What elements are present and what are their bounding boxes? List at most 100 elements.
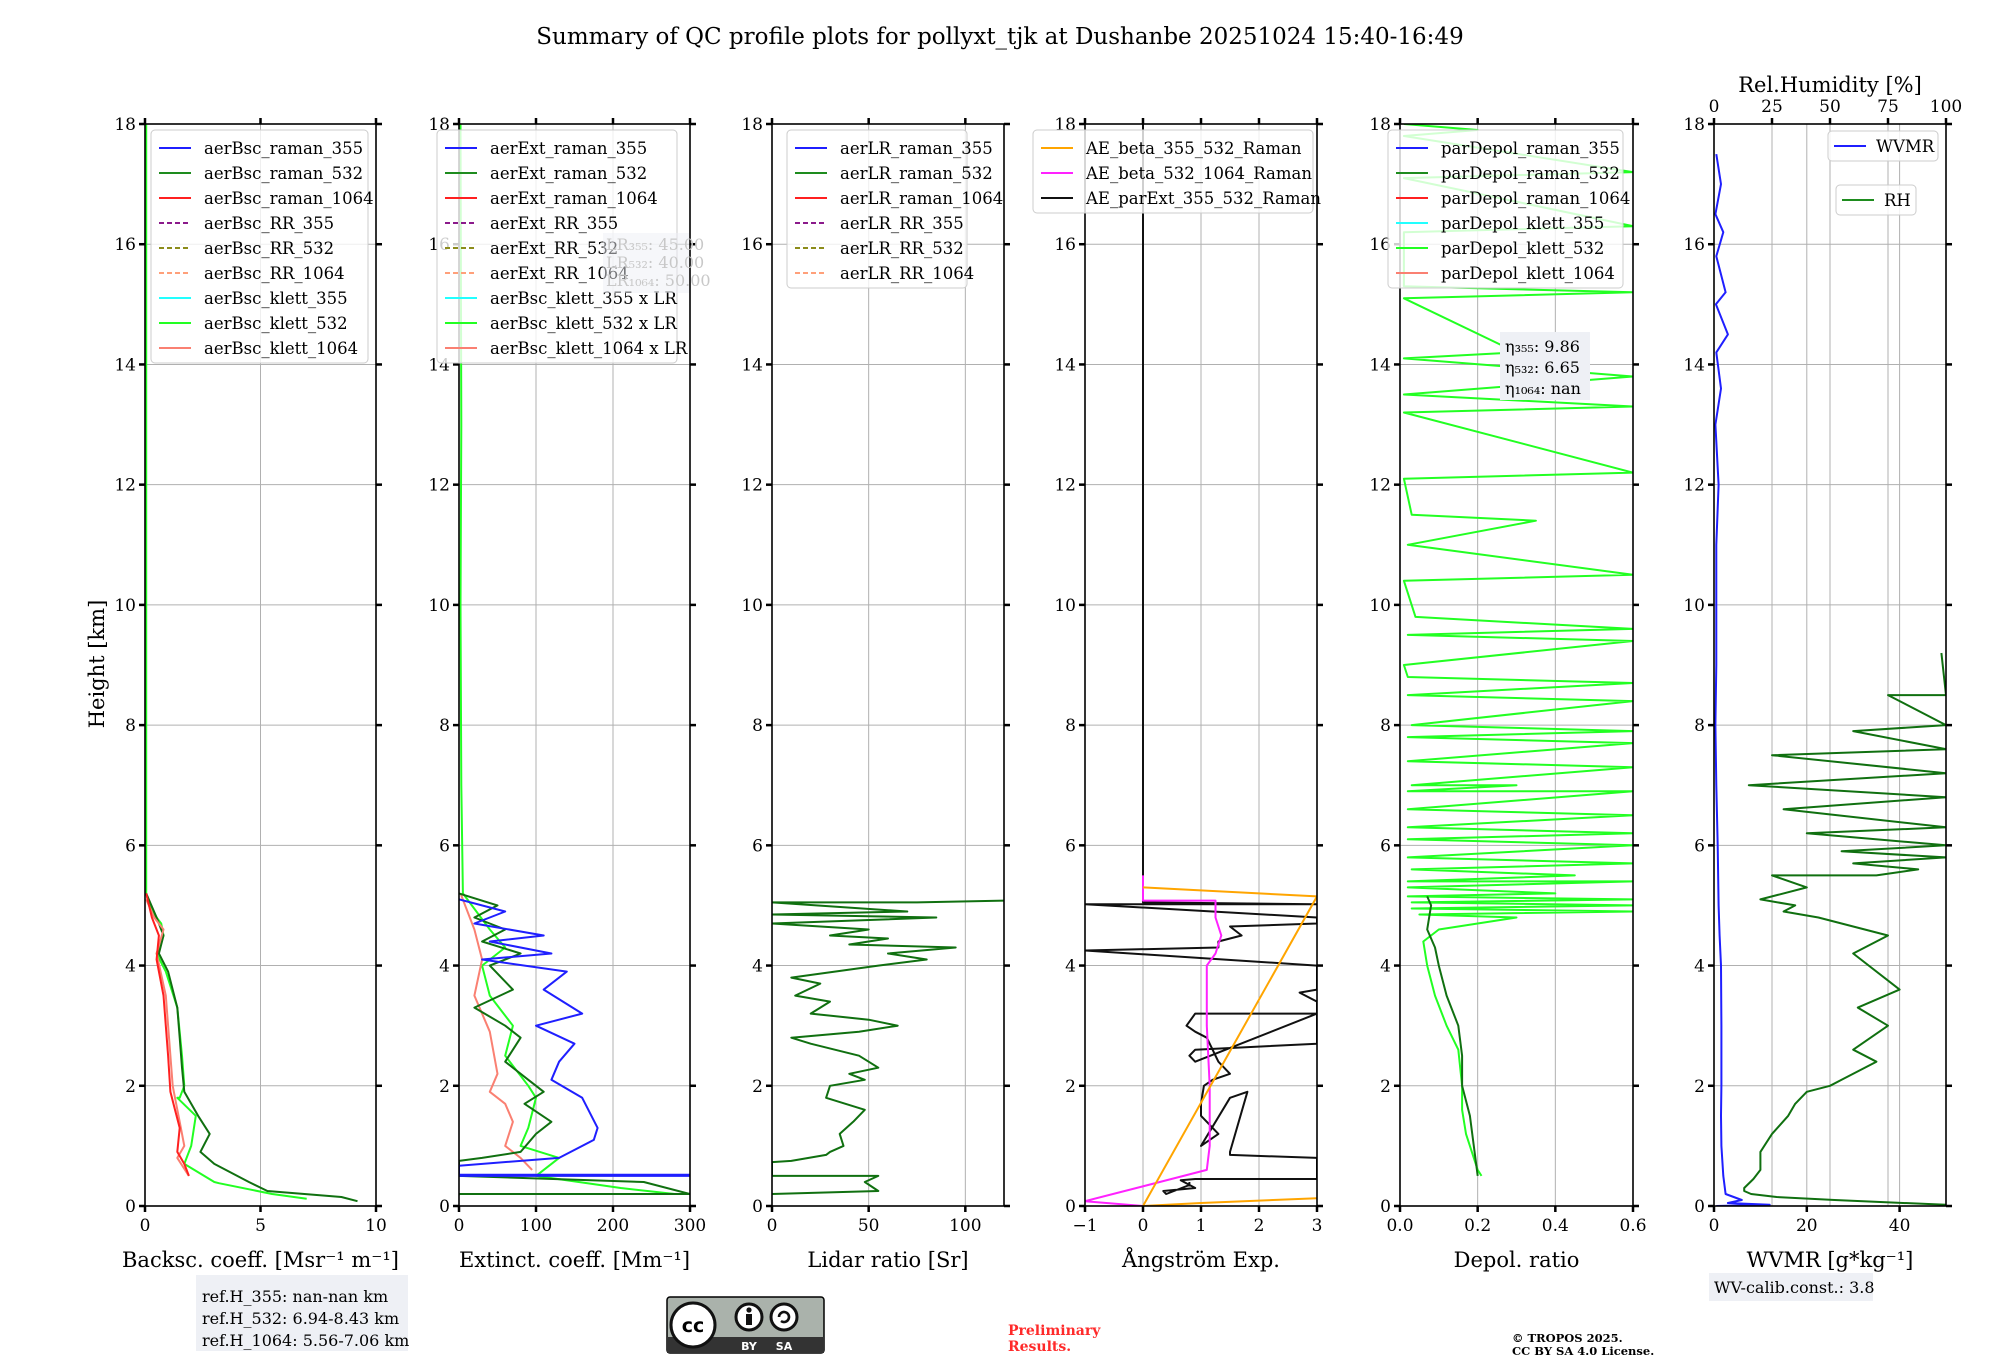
ref-height-355: ref.H_355: nan-nan km — [202, 1287, 388, 1306]
y-tick-label: 6 — [1380, 836, 1391, 856]
x-tick-label: 300 — [674, 1216, 706, 1236]
legend-entry: aerExt_raman_1064 — [490, 189, 658, 208]
x-tick-label: 100 — [520, 1216, 552, 1236]
wv-calib-text: WV-calib.const.: 3.8 — [1714, 1278, 1875, 1297]
x-axis-label: Extinct. coeff. [Mm⁻¹] — [459, 1248, 690, 1272]
y-tick-label: 16 — [1683, 235, 1705, 255]
x-tick-label: 5 — [255, 1216, 266, 1236]
y-tick-label: 8 — [752, 716, 763, 736]
y-tick-label: 10 — [1054, 596, 1076, 616]
legend-entry: aerExt_RR_532 — [490, 239, 618, 258]
legend-box — [150, 129, 369, 364]
y-tick-label: 12 — [114, 476, 136, 496]
y-tick-label: 10 — [428, 596, 450, 616]
y-tick-label: 14 — [1054, 355, 1076, 375]
legend-entry: aerExt_raman_355 — [490, 139, 647, 158]
y-tick-label: 18 — [1683, 115, 1705, 135]
y-tick-label: 8 — [1694, 716, 1705, 736]
legend-entry: aerExt_RR_355 — [490, 214, 618, 233]
y-tick-label: 18 — [114, 115, 136, 135]
panel-depolarization: 0 2 4 6 8 10 12 14 16 18 0.0 0.2 0.4 0.6 Depol. ratio p… — [1369, 115, 1646, 1272]
cc-license-badge: cc BY SA — [666, 1296, 825, 1354]
legend-entry: aerBsc_klett_355 x LR — [490, 289, 677, 308]
y-tick-label: 12 — [1054, 476, 1076, 496]
ref-height-1064: ref.H_1064: 5.56-7.06 km — [202, 1331, 409, 1350]
y-tick-label: 2 — [125, 1077, 136, 1097]
x-tick-label: 20 — [1796, 1216, 1818, 1236]
y-tick-label: 12 — [1369, 476, 1391, 496]
y-tick-label: 12 — [1683, 476, 1705, 496]
x-tick-label: 10 — [365, 1216, 387, 1236]
legend-entry: AE_beta_355_532_Raman — [1085, 139, 1302, 158]
y-tick-label: 0 — [752, 1197, 763, 1217]
series-line-aerext-raman-355 — [459, 898, 690, 1177]
legend-entry: aerBsc_klett_532 x LR — [490, 314, 677, 333]
figure-title: Summary of QC profile plots for pollyxt_… — [536, 24, 1463, 50]
legend-entry: aerBsc_RR_1064 — [204, 264, 345, 283]
y-axis-label: Height [km] — [85, 600, 109, 729]
ref-height-box: ref.H_355: nan-nan km ref.H_532: 6.94-8.… — [196, 1275, 409, 1351]
series-group — [145, 124, 358, 1203]
y-tick-label: 14 — [741, 355, 763, 375]
legend-entry: aerExt_raman_532 — [490, 164, 647, 183]
legend-entry: parDepol_klett_532 — [1441, 239, 1604, 258]
y-tick-label: 4 — [439, 957, 450, 977]
y-tick-label: 12 — [428, 476, 450, 496]
y-tick-label: 4 — [125, 957, 136, 977]
legend-entry: aerBsc_RR_355 — [204, 214, 334, 233]
eta-box-text: η₅₃₂: 6.65 — [1505, 358, 1580, 377]
series-line-pardepol-raman-532 — [1426, 896, 1479, 1177]
y-tick-label: 2 — [1065, 1077, 1076, 1097]
legend: AE_beta_355_532_Raman AE_beta_532_1064_Ra… — [1032, 129, 1321, 214]
legend-entry: WVMR — [1876, 137, 1935, 156]
top-x-tick-label: 50 — [1819, 97, 1841, 117]
y-tick-label: 0 — [1694, 1197, 1705, 1217]
series-line-aerlr-raman-532 — [772, 899, 1004, 1195]
y-tick-label: 16 — [1054, 235, 1076, 255]
series-line-aerbsc-klett-532-x-lr — [459, 124, 675, 1195]
x-tick-label: 0 — [767, 1216, 778, 1236]
y-tick-label: 6 — [1694, 836, 1705, 856]
legend: aerExt_raman_355 aerExt_raman_532 aerExt_r… — [436, 129, 688, 364]
y-tick-label: 18 — [1369, 115, 1391, 135]
x-tick-label: 1 — [1196, 1216, 1207, 1236]
y-tick-label: 2 — [1380, 1077, 1391, 1097]
legend-box — [1835, 184, 1917, 216]
series-line-ae-beta-532-1064-raman — [1085, 875, 1223, 1206]
results-label: Results. — [1008, 1339, 1071, 1355]
series-group — [1714, 153, 1946, 1206]
x-tick-label: 0.2 — [1464, 1216, 1491, 1236]
y-tick-label: 4 — [1065, 957, 1076, 977]
eta-box-bg — [1500, 332, 1590, 400]
series-line-aerbsc-klett-1064 — [145, 898, 190, 1177]
legend-entry: aerBsc_klett_1064 — [204, 339, 358, 358]
axes-frame — [458, 123, 691, 1207]
eta-box-text: η₃₅₅: 9.86 — [1505, 337, 1580, 356]
x-tick-label: 0 — [1709, 1216, 1720, 1236]
sa-share-alike-icon — [769, 1302, 799, 1332]
y-tick-label: 2 — [439, 1077, 450, 1097]
series-line-ae-parext-355-532-raman — [1085, 124, 1317, 1195]
x-tick-label: 0.4 — [1542, 1216, 1569, 1236]
legend-entry: aerBsc_klett_1064 x LR — [490, 339, 688, 358]
series-line-aerbsc-raman-1064 — [145, 893, 190, 1177]
top-x-tick-label: 75 — [1877, 97, 1899, 117]
y-tick-label: 8 — [439, 716, 450, 736]
y-tick-label: 14 — [1683, 355, 1705, 375]
x-tick-label: 0 — [140, 1216, 151, 1236]
sa-label: SA — [776, 1340, 793, 1353]
series-group — [1085, 124, 1317, 1206]
legend-entry: aerBsc_klett_355 — [204, 289, 348, 308]
x-tick-label: 0.0 — [1386, 1216, 1413, 1236]
top-x-axis-label: Rel.Humidity [%] — [1738, 73, 1922, 97]
legend-box — [786, 129, 968, 289]
y-tick-label: 16 — [1369, 235, 1391, 255]
series-line-wvmr — [1714, 153, 1771, 1206]
legend-entry: aerBsc_RR_532 — [204, 239, 334, 258]
y-tick-label: 10 — [741, 596, 763, 616]
series-line-rh — [1743, 652, 1946, 1206]
y-tick-label: 10 — [1369, 596, 1391, 616]
